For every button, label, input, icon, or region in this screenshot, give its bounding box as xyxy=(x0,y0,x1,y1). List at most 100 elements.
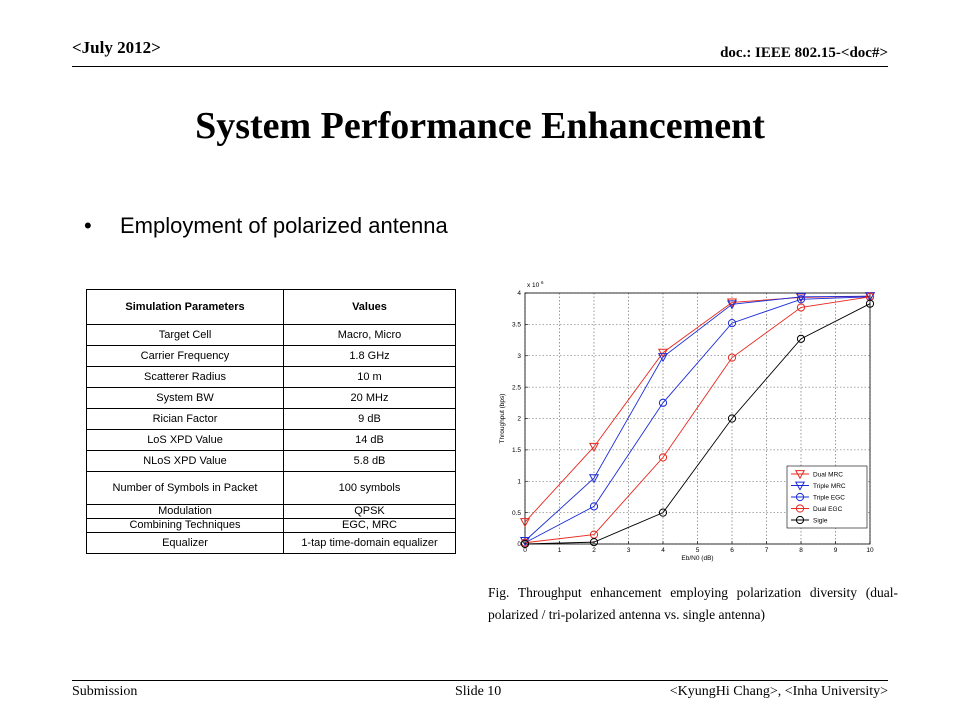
data-point xyxy=(588,442,600,452)
data-point xyxy=(796,295,806,304)
legend-marker xyxy=(794,470,806,480)
x-axis-label: Eb/N0 (dB) xyxy=(681,555,713,562)
legend-marker xyxy=(794,481,806,491)
data-point xyxy=(727,319,737,328)
bullet-text: Employment of polarized antenna xyxy=(120,213,448,238)
legend-marker xyxy=(795,504,805,513)
slide-title: System Performance Enhancement xyxy=(195,105,765,147)
table-cell-value: 20 MHz xyxy=(283,387,456,409)
table-cell-value: Macro, Micro xyxy=(283,324,456,346)
data-point xyxy=(726,298,738,308)
header-date: <July 2012> xyxy=(72,38,161,57)
legend-marker xyxy=(795,515,805,525)
x-tick-label: 0 xyxy=(523,547,527,554)
table-cell-parameter: Target Cell xyxy=(86,324,284,346)
series-line-1 xyxy=(524,295,871,542)
data-point xyxy=(589,502,599,511)
figure-caption: Fig. Throughput enhancement employing po… xyxy=(488,585,898,622)
footer-slide-number: Slide 10 xyxy=(455,684,502,699)
y-tick-label: 3 xyxy=(517,353,521,360)
table-cell-value: 14 dB xyxy=(283,429,456,451)
footer-submission: Submission xyxy=(72,684,138,699)
header-divider xyxy=(72,66,888,67)
data-point xyxy=(727,353,737,362)
table-cell-parameter: Number of Symbols in Packet xyxy=(86,471,284,505)
legend-label: Triple MRC xyxy=(813,483,846,490)
table-row: Modulation QPSK xyxy=(86,504,456,519)
data-point xyxy=(588,474,600,484)
y-tick-label: 1.5 xyxy=(512,447,521,454)
table-row: Rician Factor 9 dB xyxy=(86,408,456,430)
y-tick-label: 4 xyxy=(517,290,521,297)
table-cell-parameter: NLoS XPD Value xyxy=(86,450,284,472)
x-tick-label: 6 xyxy=(730,547,734,554)
data-point xyxy=(796,334,806,343)
y-tick-label: 2 xyxy=(517,416,521,423)
table-row: LoS XPD Value 14 dB xyxy=(86,429,456,451)
table-row: Carrier Frequency 1.8 GHz xyxy=(86,345,456,367)
data-point xyxy=(657,348,669,358)
data-point xyxy=(658,508,668,517)
table-row: System BW 20 MHz xyxy=(86,387,456,409)
x-tick-label: 1 xyxy=(558,547,562,554)
data-point xyxy=(520,539,530,549)
table-cell-parameter: Carrier Frequency xyxy=(86,345,284,367)
data-point xyxy=(726,300,738,310)
x-tick-label: 3 xyxy=(627,547,631,554)
table-cell-parameter: LoS XPD Value xyxy=(86,429,284,451)
throughput-chart: 0 1 2 3 4 5 6 7 8 9 10 0 0.5 1 1.5 2 2.5 3 3.5 4 Eb/N0 (dB) T… xyxy=(499,280,876,562)
x-tick-label: 9 xyxy=(834,547,838,554)
bullet-dot: • xyxy=(84,213,92,238)
y-axis-label: Throughput (bps) xyxy=(499,394,506,444)
table-cell-value: 5.8 dB xyxy=(283,450,456,472)
x-tick-label: 8 xyxy=(799,547,803,554)
footer-divider xyxy=(72,680,888,681)
table-cell-parameter: Modulation xyxy=(86,504,284,519)
x-tick-label: 2 xyxy=(592,547,596,554)
y-tick-label: 0.5 xyxy=(512,510,521,517)
table-row: Scatterer Radius 10 m xyxy=(86,366,456,388)
x-tick-label: 5 xyxy=(696,547,700,554)
y-tick-label: 1 xyxy=(517,478,521,485)
table-cell-value: 9 dB xyxy=(283,408,456,430)
footer-author: <KyungHi Chang>, <Inha University> xyxy=(669,684,888,699)
header-doc-id: doc.: IEEE 802.15-<doc#> xyxy=(720,45,888,61)
table-cell-value: 10 m xyxy=(283,366,456,388)
data-point xyxy=(727,414,737,423)
data-point xyxy=(519,518,531,528)
y-multiplier-exponent: 6 xyxy=(541,280,544,285)
table-cell-value: 100 symbols xyxy=(283,471,456,505)
data-point xyxy=(795,292,807,302)
legend-label: Triple EGC xyxy=(813,494,845,501)
table-header-row: Simulation Parameters Values xyxy=(86,289,456,325)
x-tick-label: 10 xyxy=(866,547,874,554)
x-tick-label: 7 xyxy=(765,547,769,554)
table-cell-value: 1-tap time-domain equalizer xyxy=(283,532,456,554)
y-multiplier-label: x 10 xyxy=(527,282,540,289)
table-cell-value: QPSK xyxy=(283,504,456,519)
data-point xyxy=(865,299,875,308)
data-point xyxy=(658,398,668,407)
table-cell-parameter: Equalizer xyxy=(86,532,284,554)
table-cell-parameter: Scatterer Radius xyxy=(86,366,284,388)
series-line-3 xyxy=(524,296,871,544)
legend-label: Dual MRC xyxy=(813,471,843,478)
data-point xyxy=(657,353,669,363)
legend-label: Dual EGC xyxy=(813,506,843,513)
table-cell-value: EGC, MRC xyxy=(283,518,456,533)
table-row: Number of Symbols in Packet 100 symbols xyxy=(86,471,456,505)
simulation-parameters-table: Simulation Parameters Values Target Cell… xyxy=(86,289,456,554)
series-line-2 xyxy=(524,296,871,544)
data-point xyxy=(796,303,806,312)
legend-marker xyxy=(795,492,805,502)
legend-label: Sigle xyxy=(813,517,828,524)
series-line-4 xyxy=(524,303,871,545)
y-tick-label: 3.5 xyxy=(512,322,521,329)
table-row: Equalizer 1-tap time-domain equalizer xyxy=(86,532,456,554)
table-cell-parameter: Rician Factor xyxy=(86,408,284,430)
table-row: Target Cell Macro, Micro xyxy=(86,324,456,346)
data-point xyxy=(589,538,599,547)
data-point xyxy=(658,453,668,462)
series-line-0 xyxy=(524,295,871,523)
table-cell-parameter: Combining Techniques xyxy=(86,518,284,533)
